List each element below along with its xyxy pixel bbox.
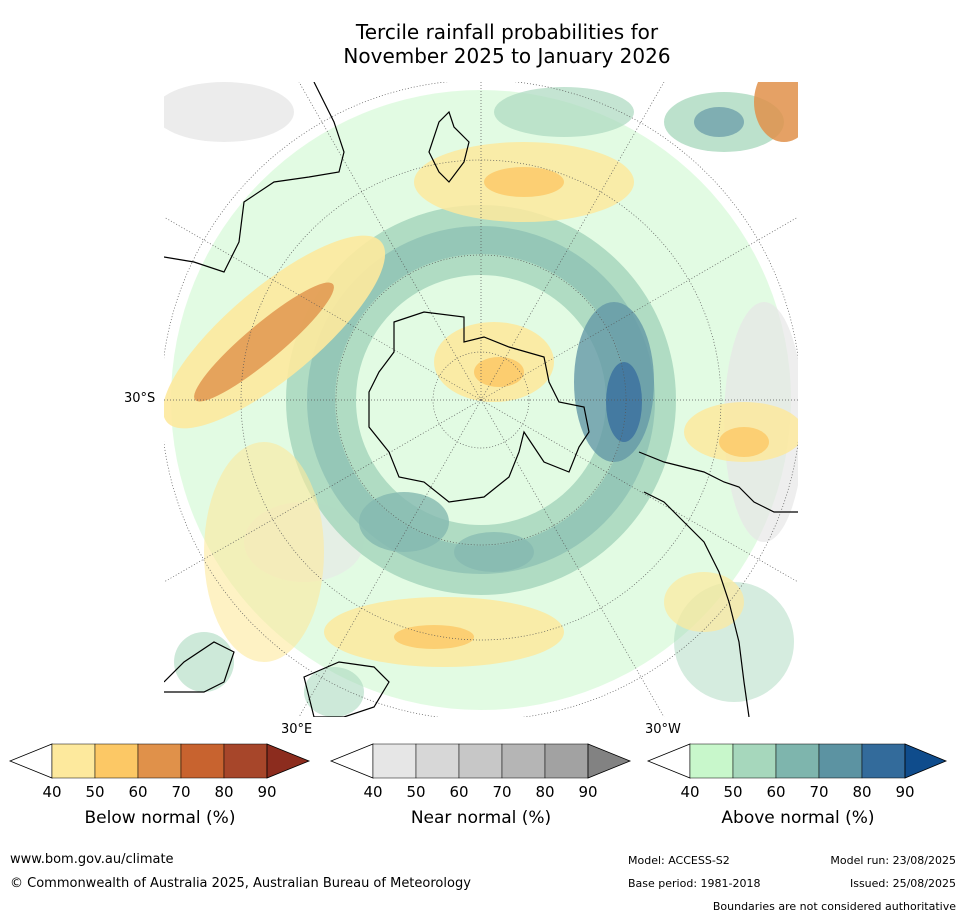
- above-tick-90: 90: [895, 783, 915, 801]
- near-tick-50: 50: [406, 783, 426, 801]
- below-tick-50: 50: [85, 783, 105, 801]
- above-tick-50: 50: [723, 783, 743, 801]
- disclaimer-text: Boundaries are not considered authoritat…: [712, 900, 956, 913]
- near-tick-40: 40: [363, 783, 383, 801]
- below-tick-70: 70: [171, 783, 191, 801]
- south-america-coast: [638, 451, 798, 513]
- below-tick-40: 40: [42, 783, 62, 801]
- model-run-text: Model run: 23/08/2025: [830, 854, 956, 867]
- title-line-2: November 2025 to January 2026: [343, 44, 671, 68]
- colorbar-below-svg: [8, 743, 311, 779]
- colorbar-above: [646, 742, 948, 780]
- near-tick-90: 90: [578, 783, 598, 801]
- below-tick-60: 60: [128, 783, 148, 801]
- chart-title: Tercile rainfall probabilities for Novem…: [0, 20, 965, 68]
- above-label: Above normal (%): [721, 808, 875, 828]
- title-line-1: Tercile rainfall probabilities for: [355, 20, 659, 44]
- issued-text: Issued: 25/08/2025: [849, 877, 956, 890]
- colorbar-below: [8, 742, 311, 780]
- lat-label-30s: 30°S: [124, 391, 156, 406]
- below-tick-80: 80: [214, 783, 234, 801]
- near-label: Near normal (%): [410, 808, 552, 828]
- below-normal-field: [164, 82, 798, 667]
- above-tick-70: 70: [809, 783, 829, 801]
- australia-coast: [164, 82, 345, 273]
- base-period-text: Base period: 1981-2018: [628, 877, 761, 890]
- above-tick-60: 60: [766, 783, 786, 801]
- antarctica-coast: [368, 311, 590, 503]
- near-tick-60: 60: [449, 783, 469, 801]
- above-tick-80: 80: [852, 783, 872, 801]
- copyright-text: © Commonwealth of Australia 2025, Austra…: [10, 876, 471, 891]
- below-tick-90: 90: [257, 783, 277, 801]
- polar-map: [164, 82, 798, 717]
- lon-label-30e: 30°E: [281, 722, 313, 737]
- above-tick-40: 40: [680, 783, 700, 801]
- coastlines: [164, 82, 798, 717]
- model-text: Model: ACCESS-S2: [628, 854, 730, 867]
- new-zealand-coast: [428, 110, 470, 183]
- below-label: Below normal (%): [84, 808, 236, 828]
- africa-coast: [164, 641, 235, 693]
- website-link[interactable]: www.bom.gov.au/climate: [10, 852, 174, 867]
- colorbar-above-svg: [646, 743, 948, 779]
- graticule: [164, 82, 798, 717]
- madagascar-coast: [303, 661, 390, 717]
- map-svg: [164, 82, 798, 717]
- south-america-west-coast: [643, 491, 750, 717]
- near-tick-70: 70: [492, 783, 512, 801]
- colorbar-near: [329, 742, 632, 780]
- near-tick-80: 80: [535, 783, 555, 801]
- colorbar-near-svg: [329, 743, 632, 779]
- lon-label-30w: 30°W: [645, 722, 681, 737]
